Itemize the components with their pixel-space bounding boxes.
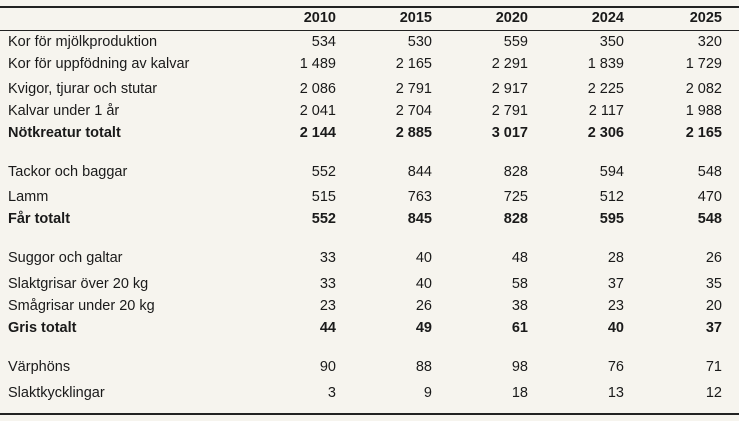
cell-value: 1 489 [299, 56, 336, 72]
cell-value: 58 [511, 276, 528, 292]
cell-value: 2 791 [395, 81, 432, 97]
total-value: 595 [599, 211, 624, 227]
cell-value: 763 [407, 189, 432, 205]
cell-value: 594 [599, 164, 624, 180]
cell-value: 76 [607, 359, 624, 375]
cell-value: 2 165 [395, 56, 432, 72]
header-rule [0, 30, 739, 31]
cell-value: 2 117 [588, 103, 624, 119]
cell-value: 13 [607, 385, 624, 401]
row-label: Kalvar under 1 år [8, 103, 120, 119]
cell-value: 1 839 [587, 56, 624, 72]
cell-value: 2 791 [491, 103, 528, 119]
cell-value: 2 082 [685, 81, 722, 97]
cell-value: 33 [319, 250, 336, 266]
cell-value: 35 [705, 276, 722, 292]
cell-value: 350 [599, 34, 624, 50]
cell-value: 38 [511, 298, 528, 314]
total-value: 2 144 [299, 125, 336, 141]
cell-value: 2 225 [587, 81, 624, 97]
total-label: Nötkreatur totalt [8, 125, 121, 141]
total-value: 61 [511, 320, 528, 336]
total-value: 548 [697, 211, 722, 227]
cell-value: 9 [423, 385, 432, 401]
cell-value: 40 [415, 250, 432, 266]
top-rule [0, 6, 739, 8]
cell-value: 12 [705, 385, 722, 401]
row-label: Värphöns [8, 359, 71, 375]
row-label: Lamm [8, 189, 49, 205]
cell-value: 18 [511, 385, 528, 401]
cell-value: 2 086 [299, 81, 336, 97]
cell-value: 515 [311, 189, 336, 205]
cell-value: 320 [697, 34, 722, 50]
cell-value: 530 [407, 34, 432, 50]
cell-value: 512 [599, 189, 624, 205]
total-value: 40 [607, 320, 624, 336]
cell-value: 48 [511, 250, 528, 266]
total-label: Gris totalt [8, 320, 77, 336]
cell-value: 470 [697, 189, 722, 205]
total-value: 2 885 [395, 125, 432, 141]
cell-value: 2 291 [491, 56, 528, 72]
cell-value: 71 [705, 359, 722, 375]
cell-value: 2 704 [395, 103, 432, 119]
year-header: 2024 [591, 10, 624, 26]
year-header: 2010 [303, 10, 336, 26]
cell-value: 23 [319, 298, 336, 314]
cell-value: 90 [319, 359, 336, 375]
total-value: 44 [319, 320, 336, 336]
total-value: 828 [503, 211, 528, 227]
year-header: 2015 [399, 10, 432, 26]
cell-value: 26 [705, 250, 722, 266]
total-value: 552 [311, 211, 336, 227]
cell-value: 98 [511, 359, 528, 375]
cell-value: 20 [705, 298, 722, 314]
cell-value: 40 [415, 276, 432, 292]
cell-value: 2 917 [491, 81, 528, 97]
cell-value: 1 729 [685, 56, 722, 72]
cell-value: 3 [327, 385, 336, 401]
cell-value: 28 [607, 250, 624, 266]
total-value: 37 [705, 320, 722, 336]
cell-value: 548 [697, 164, 722, 180]
year-header: 2025 [689, 10, 722, 26]
row-label: Kor för mjölkproduktion [8, 34, 158, 50]
row-label: Slaktgrisar över 20 kg [8, 276, 149, 292]
total-value: 845 [407, 211, 432, 227]
total-value: 3 017 [491, 125, 528, 141]
row-label: Smågrisar under 20 kg [8, 298, 155, 314]
row-label: Slaktkycklingar [8, 385, 105, 401]
row-label: Kor för uppfödning av kalvar [8, 56, 190, 72]
cell-value: 37 [607, 276, 624, 292]
year-header: 2020 [495, 10, 528, 26]
row-label: Tackor och baggar [8, 164, 128, 180]
cell-value: 1 988 [685, 103, 722, 119]
cell-value: 725 [503, 189, 528, 205]
cell-value: 88 [415, 359, 432, 375]
total-value: 2 306 [587, 125, 624, 141]
cell-value: 33 [319, 276, 336, 292]
cell-value: 534 [311, 34, 336, 50]
cell-value: 828 [503, 164, 528, 180]
cell-value: 2 041 [299, 103, 336, 119]
row-label: Kvigor, tjurar och stutar [8, 81, 158, 97]
total-value: 49 [415, 320, 432, 336]
bottom-rule [0, 413, 739, 415]
cell-value: 559 [503, 34, 528, 50]
total-value: 2 165 [685, 125, 722, 141]
cell-value: 552 [311, 164, 336, 180]
cell-value: 26 [415, 298, 432, 314]
row-label: Suggor och galtar [8, 250, 123, 266]
cell-value: 23 [607, 298, 624, 314]
total-label: Får totalt [8, 211, 71, 227]
cell-value: 844 [407, 164, 432, 180]
